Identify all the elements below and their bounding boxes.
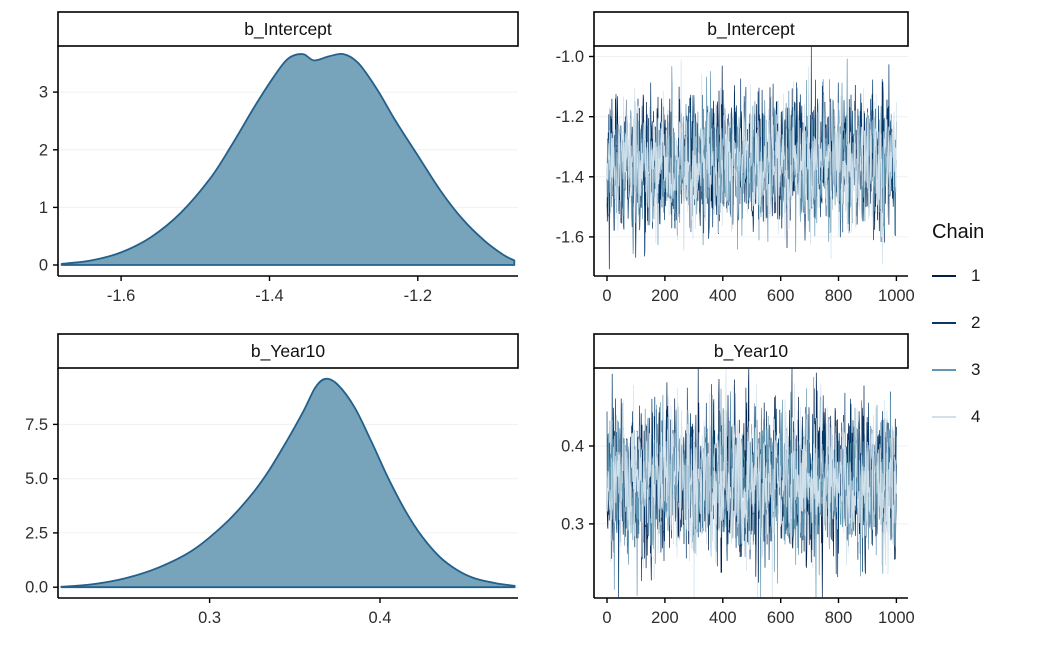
svg-text:200: 200 xyxy=(651,287,679,305)
svg-text:400: 400 xyxy=(709,609,737,627)
density-plot-b-intercept: -1.6 -1.4 -1.2 0 1 2 3 b_Intercept xyxy=(39,11,519,305)
svg-text:-1.4: -1.4 xyxy=(556,168,584,186)
svg-text:800: 800 xyxy=(825,287,853,305)
svg-text:0.0: 0.0 xyxy=(25,579,48,597)
svg-text:0.3: 0.3 xyxy=(561,515,584,533)
svg-text:-1.4: -1.4 xyxy=(255,287,283,305)
chain-color-line-icon xyxy=(932,369,956,371)
legend-title: Chain xyxy=(932,221,985,243)
legend-entry-chain-2: 2 xyxy=(932,313,980,333)
chain-color-line-icon xyxy=(932,275,956,277)
legend-entry-label: 2 xyxy=(971,313,981,332)
svg-text:1: 1 xyxy=(39,199,48,217)
chain-color-line-icon xyxy=(932,416,956,418)
trace-plot-b-intercept: 0 200 400 600 800 1000 -1.0 -1.2 -1.4 -1.6 b_Inter… xyxy=(556,11,915,305)
svg-text:2: 2 xyxy=(39,141,48,159)
svg-text:2.5: 2.5 xyxy=(25,524,48,542)
svg-text:800: 800 xyxy=(825,609,853,627)
svg-text:200: 200 xyxy=(651,609,679,627)
legend-entry-label: 3 xyxy=(971,360,981,379)
svg-text:-1.6: -1.6 xyxy=(556,228,584,246)
legend-entry-chain-4: 4 xyxy=(932,407,980,427)
svg-text:-1.0: -1.0 xyxy=(556,48,584,66)
svg-text:0.3: 0.3 xyxy=(198,609,221,627)
legend-entry-label: 4 xyxy=(971,407,981,426)
svg-text:-1.2: -1.2 xyxy=(404,287,432,305)
svg-text:b_Year10: b_Year10 xyxy=(251,341,326,362)
svg-text:0: 0 xyxy=(602,609,611,627)
trace-plot-b-year10: 0 200 400 600 800 1000 0.3 0.4 b_Year10 xyxy=(561,333,915,627)
panel-trace-b-intercept: 0 200 400 600 800 1000 -1.0 -1.2 -1.4 -1.6 b_Inter… xyxy=(538,8,918,318)
legend-entry-label: 1 xyxy=(971,266,981,285)
svg-text:3: 3 xyxy=(39,84,48,102)
svg-text:0.4: 0.4 xyxy=(561,438,584,456)
svg-text:5.0: 5.0 xyxy=(25,470,48,488)
density-plot-b-year10: 0.3 0.4 0.0 2.5 5.0 7.5 b_Year10 xyxy=(25,333,519,627)
svg-text:7.5: 7.5 xyxy=(25,416,48,434)
svg-text:0: 0 xyxy=(39,257,48,275)
svg-text:-1.6: -1.6 xyxy=(107,287,135,305)
panel-trace-b-year10: 0 200 400 600 800 1000 0.3 0.4 b_Year10 xyxy=(538,330,918,640)
legend-entry-chain-3: 3 xyxy=(932,360,980,380)
svg-text:b_Year10: b_Year10 xyxy=(714,341,789,362)
svg-text:400: 400 xyxy=(709,287,737,305)
svg-text:0: 0 xyxy=(602,287,611,305)
svg-text:0.4: 0.4 xyxy=(369,609,392,627)
svg-text:b_Intercept: b_Intercept xyxy=(707,19,795,40)
chain-color-line-icon xyxy=(932,322,956,324)
svg-text:1000: 1000 xyxy=(878,287,915,305)
svg-text:600: 600 xyxy=(767,609,795,627)
panel-density-b-intercept: -1.6 -1.4 -1.2 0 1 2 3 b_Intercept xyxy=(8,8,528,318)
svg-text:-1.2: -1.2 xyxy=(556,108,584,126)
panel-density-b-year10: 0.3 0.4 0.0 2.5 5.0 7.5 b_Year10 xyxy=(8,330,528,640)
svg-text:1000: 1000 xyxy=(878,609,915,627)
svg-text:600: 600 xyxy=(767,287,795,305)
legend-entry-chain-1: 1 xyxy=(932,266,980,286)
chain-legend: Chain 1 2 3 4 xyxy=(928,8,1048,640)
legend-entries: 1 2 3 4 xyxy=(932,266,980,427)
svg-text:b_Intercept: b_Intercept xyxy=(244,19,332,40)
